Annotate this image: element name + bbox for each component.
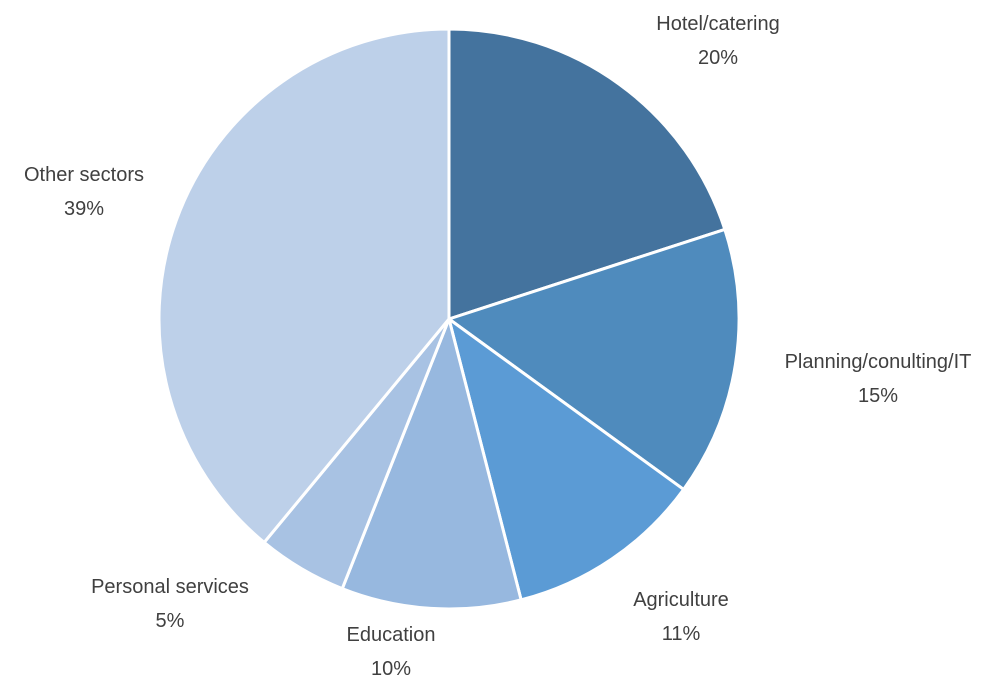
pie-slices: [157, 27, 741, 611]
pie-slice-education: [340, 317, 523, 611]
pie-slice-other-sectors: [157, 27, 451, 544]
slice-value-planning-conulting-it: 15%: [858, 385, 898, 407]
slice-value-hotel-catering: 20%: [698, 47, 738, 69]
data-labels: Hotel/catering 20% Planning/conulting/IT 15…: [24, 13, 971, 678]
pie-slice-hotel-catering: [447, 27, 727, 321]
slice-value-agriculture: 11%: [662, 623, 701, 645]
slice-value-personal-services: 5%: [156, 610, 185, 632]
slice-value-other-sectors: 39%: [64, 198, 104, 220]
slice-label-other-sectors: Other sectors: [24, 164, 144, 186]
pie-slice-agriculture: [447, 317, 686, 602]
slice-label-agriculture: Agriculture: [633, 589, 729, 611]
slice-label-personal-services: Personal services: [91, 576, 249, 598]
slice-label-hotel-catering: Hotel/catering: [656, 13, 779, 35]
slice-value-education: 10%: [371, 658, 411, 678]
pie-slice-planning-conulting-it: [447, 227, 741, 491]
slice-label-planning-conulting-it: Planning/conulting/IT: [785, 351, 972, 373]
slice-label-education: Education: [347, 624, 436, 646]
